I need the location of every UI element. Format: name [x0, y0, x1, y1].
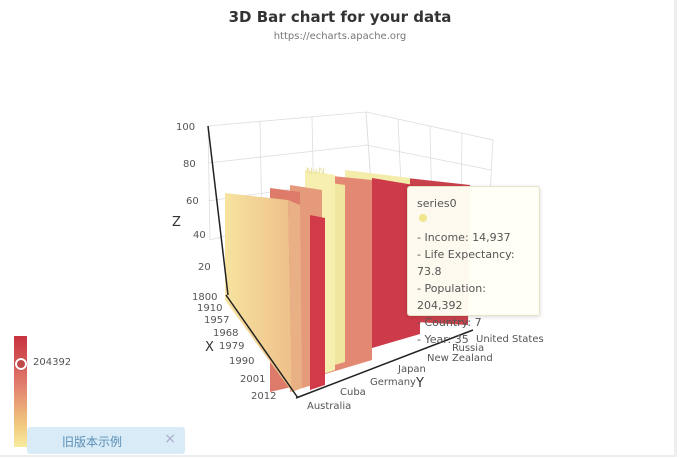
tooltip-year: - Year: 35	[417, 333, 469, 346]
z-axis-line	[207, 125, 229, 296]
nan-label: NaN	[306, 167, 325, 177]
z-axis-ticks: 100 80 60 40 20	[176, 122, 211, 273]
svg-text:Cuba: Cuba	[340, 387, 366, 398]
svg-text:Australia: Australia	[307, 401, 351, 412]
visual-map-value: 204392	[33, 357, 72, 368]
svg-text:80: 80	[183, 159, 196, 170]
old-version-banner[interactable]: 旧版本示例 ×	[27, 427, 185, 454]
visual-map-handle[interactable]	[15, 358, 27, 370]
svg-text:40: 40	[193, 230, 206, 241]
tooltip-income: - Income: 14,937	[417, 231, 511, 244]
x-axis-ticks: 1800 1910 1957 1968 1979 1990 2001 2012	[192, 292, 276, 402]
svg-text:1979: 1979	[219, 341, 244, 352]
series-color-dot	[419, 214, 427, 222]
svg-text:Russia: Russia	[452, 343, 484, 354]
svg-text:2012: 2012	[251, 391, 276, 402]
svg-text:Germany: Germany	[370, 377, 416, 388]
z-axis-name: Z	[172, 215, 181, 230]
x-axis-name: X	[205, 340, 214, 355]
svg-text:1800: 1800	[192, 292, 217, 303]
chart-subtitle: https://echarts.apache.org	[273, 31, 407, 42]
svg-text:1990: 1990	[229, 356, 254, 367]
y-axis-name: Y	[415, 376, 424, 391]
visual-map-bar[interactable]	[14, 336, 27, 447]
old-version-link[interactable]: 旧版本示例	[61, 435, 122, 449]
tooltip-series: series0	[417, 197, 457, 210]
svg-text:100: 100	[176, 122, 195, 133]
tooltip-population: - Population: 204,392	[417, 282, 486, 312]
y-axis-line	[295, 329, 474, 399]
svg-text:1957: 1957	[204, 315, 229, 326]
svg-text:20: 20	[198, 262, 211, 273]
svg-text:United States: United States	[476, 334, 544, 345]
svg-text:Japan: Japan	[397, 364, 426, 375]
tooltip-country: - Country: 7	[417, 316, 482, 329]
y-axis-ticks: Australia Cuba Germany Japan New Zealand…	[307, 334, 544, 412]
svg-text:60: 60	[186, 196, 199, 207]
svg-text:New Zealand: New Zealand	[427, 353, 493, 364]
tooltip-life-expectancy: - Life Expectancy: 73.8	[417, 248, 515, 278]
svg-text:2001: 2001	[240, 374, 265, 385]
svg-text:1968: 1968	[213, 328, 238, 339]
x-axis-line	[225, 294, 299, 399]
close-icon[interactable]: ×	[164, 431, 176, 447]
svg-text:1910: 1910	[197, 303, 222, 314]
tooltip: series0 - Income: 14,937 - Life Expectan…	[407, 186, 540, 346]
chart-title: 3D Bar chart for your data	[228, 8, 452, 26]
